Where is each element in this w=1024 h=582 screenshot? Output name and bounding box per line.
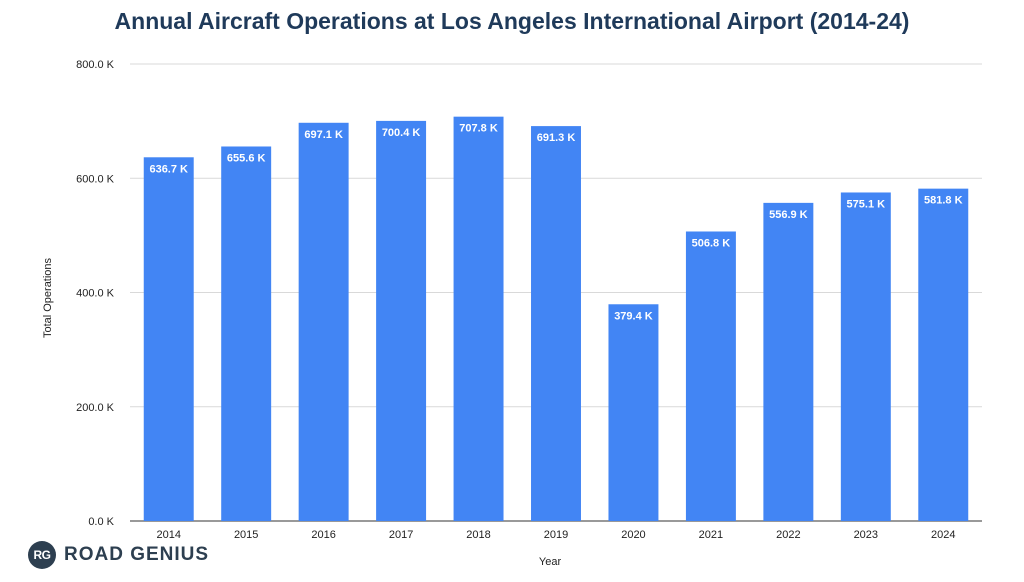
bar: [918, 188, 969, 522]
x-tick-label: 2016: [311, 529, 335, 541]
brand-badge-icon: RG: [28, 541, 56, 569]
x-axis-label: Year: [538, 556, 562, 568]
y-tick-label: 0.0 K: [88, 516, 114, 528]
bar: [298, 122, 349, 522]
y-tick-label: 800.0 K: [76, 59, 115, 71]
data-label: 691.3 K: [537, 132, 576, 144]
y-axis-label: Total Operations: [42, 257, 54, 339]
data-label: 697.1 K: [304, 129, 343, 141]
bar: [453, 116, 504, 521]
brand-name: ROAD GENIUS: [64, 544, 210, 565]
x-tick-label: 2021: [699, 529, 723, 541]
y-tick-label: 200.0 K: [76, 402, 115, 414]
x-tick-label: 2019: [544, 529, 568, 541]
x-tick-label: 2014: [156, 529, 180, 541]
bar: [376, 120, 427, 522]
data-label: 707.8 K: [459, 123, 498, 135]
x-tick-label: 2018: [466, 529, 490, 541]
data-label: 581.8 K: [924, 195, 963, 207]
data-label: 655.6 K: [227, 152, 266, 164]
x-tick-label: 2023: [854, 529, 878, 541]
bar: [221, 146, 272, 521]
y-tick-label: 400.0 K: [76, 288, 115, 300]
bar: [143, 157, 194, 521]
bar: [763, 202, 814, 521]
x-tick-label: 2020: [621, 529, 645, 541]
data-label: 556.9 K: [769, 209, 808, 221]
brand-logo: RG ROAD GENIUS: [28, 541, 209, 569]
x-tick-label: 2015: [234, 529, 258, 541]
data-label: 506.8 K: [692, 237, 731, 249]
bar: [840, 192, 891, 521]
x-tick-label: 2022: [776, 529, 800, 541]
bar: [608, 304, 659, 521]
data-label: 379.4 K: [614, 310, 653, 322]
data-label: 700.4 K: [382, 127, 421, 139]
x-tick-label: 2017: [389, 529, 413, 541]
x-tick-label: 2024: [931, 529, 955, 541]
bar: [531, 126, 581, 521]
data-label: 636.7 K: [149, 163, 188, 175]
chart-title: Annual Aircraft Operations at Los Angele…: [114, 8, 910, 34]
y-tick-label: 600.0 K: [76, 173, 115, 185]
data-label: 575.1 K: [847, 198, 886, 210]
bar: [685, 231, 736, 522]
